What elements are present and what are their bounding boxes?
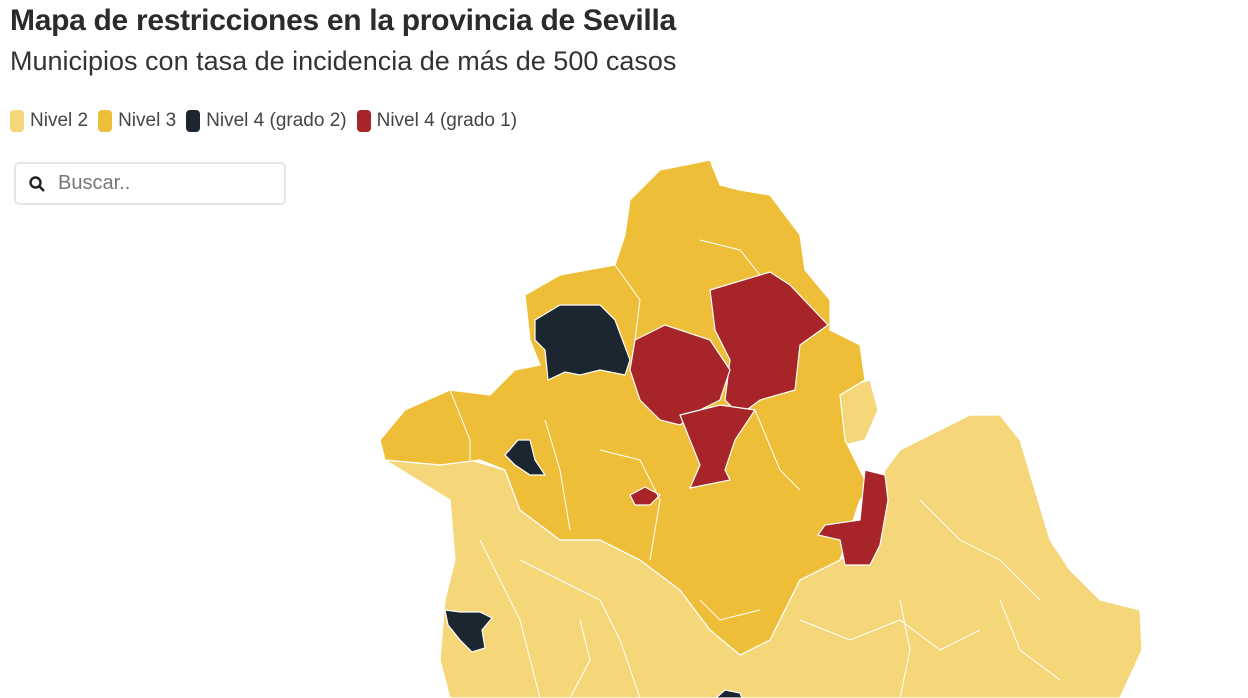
legend-swatch	[356, 110, 371, 132]
legend-item-nivel-2: Nivel 2	[10, 110, 88, 132]
legend-label: Nivel 3	[118, 110, 177, 131]
municipality-nivel-4-grado-2[interactable]	[715, 689, 743, 698]
page-title: Mapa de restricciones en la provincia de…	[10, 4, 676, 37]
legend: Nivel 2 Nivel 3 Nivel 4 (grado 2) Nivel …	[10, 110, 527, 132]
legend-label: Nivel 4 (grado 2)	[206, 110, 347, 131]
page-subtitle: Municipios con tasa de incidencia de más…	[10, 46, 677, 76]
legend-label: Nivel 4 (grado 1)	[376, 110, 518, 131]
search-icon	[29, 175, 45, 192]
municipality-nivel-4-grado-2[interactable]	[444, 609, 493, 653]
municipality-borders	[449, 239, 1061, 698]
municipality-nivel-4-grado-1[interactable]	[816, 469, 889, 566]
legend-item-nivel-4-grado-1: Nivel 4 (grado 1)	[356, 110, 518, 132]
legend-swatch	[10, 110, 24, 132]
legend-item-nivel-3: Nivel 3	[98, 110, 176, 132]
search-input[interactable]	[56, 171, 280, 196]
municipality-nivel-4-grado-2[interactable]	[504, 439, 547, 476]
municipality-nivel-4-grado-2[interactable]	[534, 304, 631, 381]
legend-swatch	[186, 110, 201, 132]
legend-label: Nivel 2	[30, 110, 89, 131]
municipality-nivel-4-grado-1[interactable]	[629, 486, 661, 506]
legend-item-nivel-4-grado-2: Nivel 4 (grado 2)	[186, 110, 347, 132]
search-box[interactable]	[14, 162, 286, 205]
municipality-nivel-4-grado-1[interactable]	[709, 271, 829, 416]
municipality-nivel-4-grado-1[interactable]	[679, 404, 757, 489]
legend-swatch	[98, 110, 113, 132]
